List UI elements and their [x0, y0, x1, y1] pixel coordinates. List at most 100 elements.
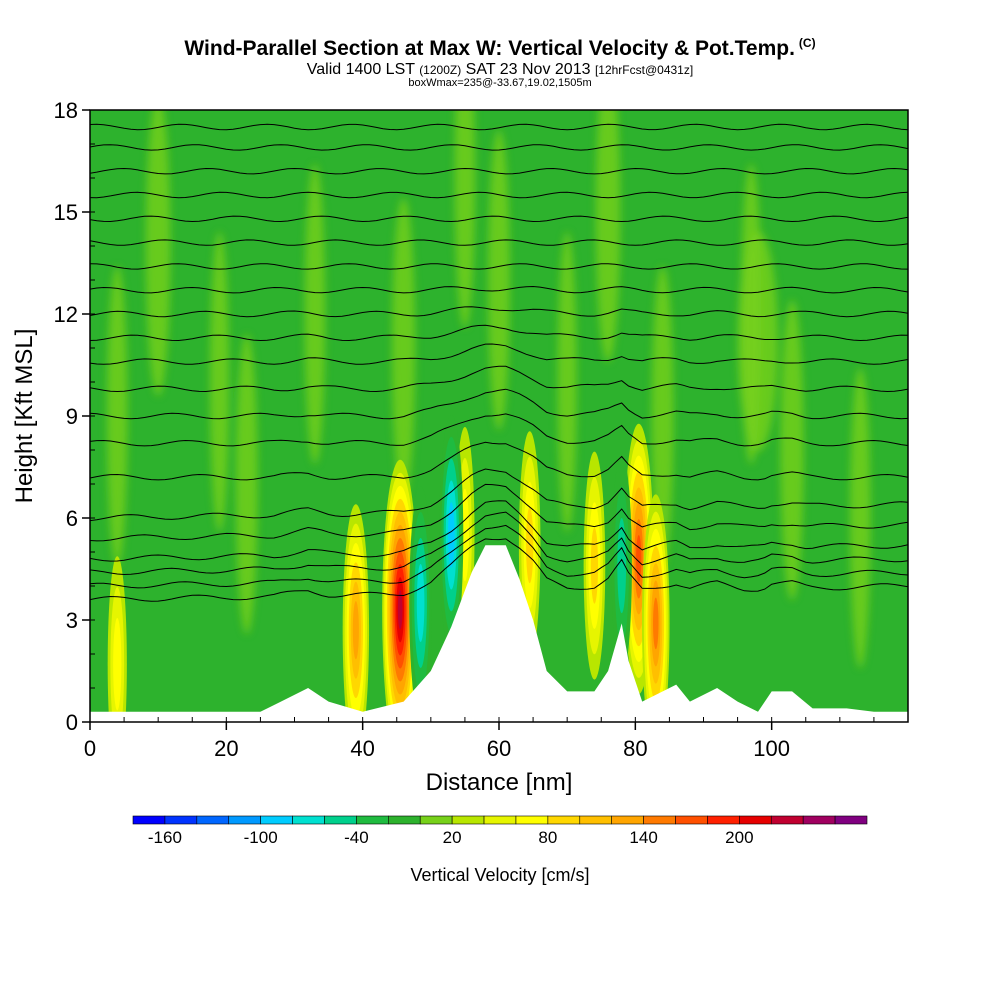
- colorbar-swatch: [707, 815, 740, 825]
- updraft-core: [641, 494, 670, 722]
- streak: [850, 368, 871, 668]
- streak: [738, 231, 779, 452]
- colorbar-label: 140: [629, 828, 657, 847]
- colorbar-swatch: [228, 815, 261, 825]
- x-tick-label: 60: [487, 736, 511, 761]
- x-tick-label: 0: [84, 736, 96, 761]
- colorbar-label: -40: [344, 828, 369, 847]
- y-tick-label: 3: [66, 608, 78, 633]
- colorbar-labels: -160 -100 -40 20 80 140 200: [148, 828, 754, 847]
- colorbar-swatch: [675, 815, 708, 825]
- colorbar-swatch: [515, 815, 549, 825]
- y-tick-label: 0: [66, 710, 78, 735]
- colorbar-swatch: [451, 815, 485, 825]
- colorbar-swatch: [356, 815, 389, 825]
- isentrope: [90, 468, 908, 522]
- isentrope: [90, 285, 908, 294]
- x-tick-label: 100: [753, 736, 790, 761]
- colorbar-swatch: [292, 815, 325, 825]
- colorbar-swatch: [260, 815, 293, 825]
- chart-subtitle: Valid 1400 LST (1200Z) SAT 23 Nov 2013 […: [306, 61, 694, 78]
- plot-area: [90, 110, 908, 722]
- light-streaks: [107, 110, 871, 668]
- x-tick-label: 40: [350, 736, 374, 761]
- streak: [145, 110, 171, 396]
- y-tick-label: 9: [66, 404, 78, 429]
- colorbar-swatch: [643, 815, 676, 825]
- colorbar-swatch: [132, 815, 166, 825]
- updraft-core: [342, 504, 370, 722]
- colorbar-swatch: [739, 815, 772, 825]
- colorbar-swatch: [483, 815, 517, 825]
- isentrope: [90, 123, 908, 131]
- isentropes: [90, 123, 908, 602]
- y-tick-label: 6: [66, 506, 78, 531]
- isentrope: [90, 388, 908, 420]
- colorbar-swatch: [802, 815, 836, 825]
- y-tick-label: 18: [54, 98, 78, 123]
- colorbar-swatch: [388, 815, 421, 825]
- isentrope: [90, 413, 908, 447]
- streak: [651, 266, 674, 566]
- colorbar-swatch: [164, 815, 198, 825]
- isentrope: [90, 215, 908, 223]
- core-band: [448, 502, 455, 568]
- colorbar-label: -100: [244, 828, 278, 847]
- updraft-core: [583, 451, 606, 680]
- colorbar-label: 20: [443, 828, 462, 847]
- core-band: [526, 507, 534, 584]
- isentrope: [90, 306, 908, 318]
- y-axis-label: Height [Kft MSL]: [11, 329, 38, 504]
- x-tick-label: 80: [623, 736, 647, 761]
- streak: [595, 110, 621, 362]
- isentrope: [90, 483, 908, 542]
- streak: [454, 110, 476, 328]
- isentrope: [90, 144, 908, 151]
- streak: [107, 266, 128, 566]
- colorbar-label: 200: [725, 828, 753, 847]
- title-mark: (C): [798, 36, 816, 50]
- isentrope: [90, 263, 908, 270]
- colorbar-label: 80: [538, 828, 557, 847]
- updraft-core: [107, 556, 127, 722]
- streak: [209, 232, 230, 532]
- colorbar-swatch: [324, 815, 357, 825]
- downdraft-core: [439, 415, 464, 655]
- x-axis: 0 20 40 60 80 100: [84, 717, 909, 761]
- streak: [488, 130, 510, 430]
- chart-subtitle-2: boxWmax=235@-33.67,19.02,1505m: [408, 77, 592, 89]
- isentrope: [90, 500, 908, 562]
- terrain: [90, 545, 908, 722]
- isentrope: [90, 167, 908, 175]
- streak: [391, 198, 416, 498]
- colorbar-swatch: [611, 815, 644, 825]
- colorbar-label: -160: [148, 828, 182, 847]
- isentrope: [90, 365, 908, 393]
- colorbar-swatch: [547, 815, 581, 825]
- core-band: [653, 597, 659, 650]
- isentrope: [90, 324, 908, 342]
- y-tick-label: 12: [54, 302, 78, 327]
- colorbar-swatch: [196, 815, 230, 825]
- downdraft-core: [409, 486, 433, 720]
- isentrope: [90, 538, 908, 602]
- isentrope: [90, 441, 908, 481]
- streak: [235, 334, 258, 634]
- colorbar-swatch: [579, 815, 612, 825]
- y-tick-label: 15: [54, 200, 78, 225]
- colorbar-swatch: [419, 815, 453, 825]
- colorbar: [132, 815, 868, 825]
- core-band: [590, 527, 599, 604]
- core-band: [113, 617, 122, 711]
- chart-title: Wind-Parallel Section at Max W: Vertical…: [184, 36, 816, 60]
- streak: [557, 232, 577, 532]
- isentrope: [90, 343, 908, 365]
- isentrope: [90, 191, 908, 199]
- updraft-core: [382, 459, 419, 722]
- core-band: [416, 564, 425, 642]
- x-axis-label: Distance [nm]: [426, 769, 573, 796]
- core-band: [352, 601, 359, 660]
- colorbar-swatch: [834, 815, 868, 825]
- isentrope: [90, 524, 908, 589]
